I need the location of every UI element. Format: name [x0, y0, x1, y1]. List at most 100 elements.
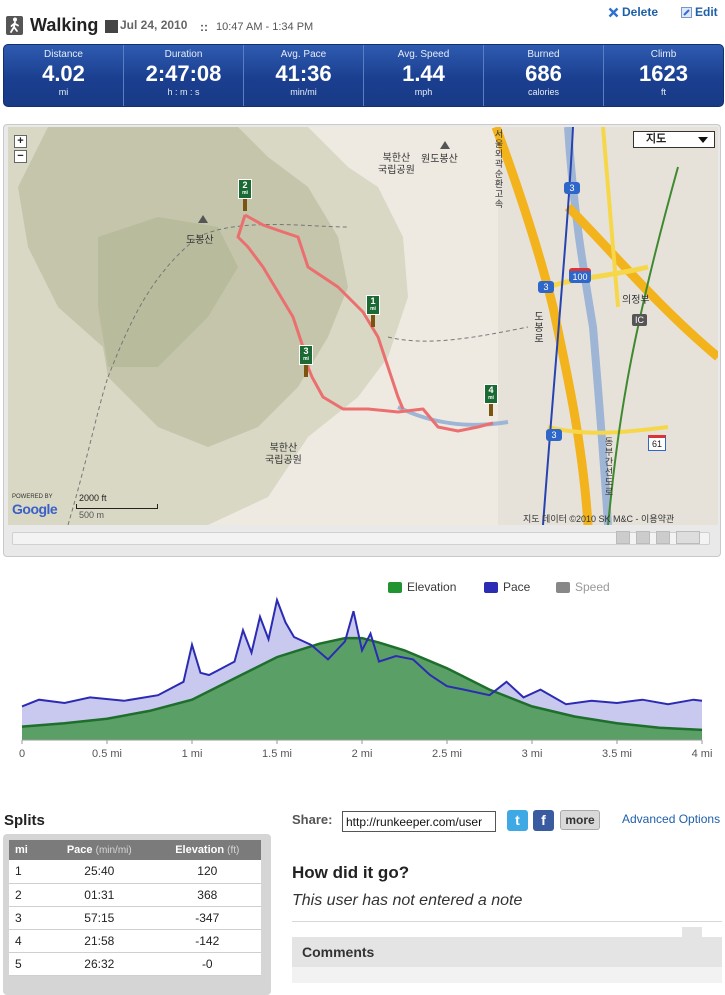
trail-dashed-2	[67, 376, 109, 525]
map-canvas	[8, 127, 718, 525]
walking-person-icon	[6, 16, 23, 35]
map-copyright: 지도 데이터 ©2010 SK M&C - 이용약관	[523, 514, 675, 524]
stat-value: 41:36	[275, 61, 332, 86]
map-zoom-in-button[interactable]: +	[14, 135, 27, 148]
splits-header-row: mi Pace (min/mi) Elevation (ft)	[9, 840, 261, 860]
legend-pace[interactable]: Pace	[484, 580, 530, 594]
stat-unit: ft	[660, 87, 666, 97]
mile-marker-3: 3 mi	[299, 345, 313, 365]
split-pace: 25:40	[45, 860, 154, 884]
mile-marker-unit: mi	[303, 356, 309, 362]
route-shield-61: 61	[648, 435, 666, 451]
col-elevation: Elevation (ft)	[153, 840, 261, 860]
delete-label: Delete	[622, 5, 659, 19]
split-mile: 5	[9, 952, 45, 976]
stat-value: 2:47:08	[145, 61, 222, 86]
stat-burned: Burned 686 calories	[484, 45, 604, 106]
railway-green	[607, 166, 679, 525]
legend-speed[interactable]: Speed	[556, 580, 610, 594]
note-title: How did it go?	[292, 863, 410, 882]
x-tick-label: 2 mi	[352, 748, 373, 760]
route-map[interactable]: + − 지도 북한산 국립공원 원도봉산 도봉산 북한산 국립공원 의정부 도봉…	[8, 127, 718, 525]
legend-label: Elevation	[407, 580, 457, 594]
split-mile: 1	[9, 860, 45, 884]
powered-by-label: POWERED BY	[12, 494, 53, 500]
map-control-button[interactable]	[656, 531, 670, 544]
mile-marker-unit: mi	[242, 190, 248, 196]
edit-button[interactable]: Edit	[681, 5, 718, 19]
twitter-icon[interactable]: t	[507, 810, 528, 831]
facebook-icon[interactable]: f	[533, 810, 554, 831]
river	[564, 127, 612, 525]
calendar-icon	[105, 20, 118, 33]
split-pace: 01:31	[45, 883, 154, 907]
scale-meters-label: 500 m	[79, 510, 105, 520]
map-label-expressway: 서울외곽순환고속	[494, 129, 504, 209]
x-tick-label: 4 mi	[692, 748, 713, 760]
road-yellow-2	[601, 127, 620, 308]
stat-label: Avg. Pace	[280, 49, 327, 60]
stat-unit: calories	[527, 87, 559, 97]
legend-swatch	[556, 581, 570, 593]
stat-distance: Distance 4.02 mi	[4, 45, 124, 106]
pace-line	[21, 596, 703, 708]
table-row: 1 25:40 120	[9, 860, 261, 884]
map-label-wondobong: 원도봉산	[421, 154, 458, 165]
split-mile: 3	[9, 906, 45, 930]
comments-area	[292, 967, 722, 983]
stat-unit: min/mi	[290, 87, 317, 97]
splits-panel: mi Pace (min/mi) Elevation (ft) 1 25:40 …	[3, 834, 271, 995]
activity-title: Walking	[30, 15, 99, 35]
expressway-2	[564, 203, 718, 361]
stat-duration: Duration 2:47:08 h : m : s	[124, 45, 244, 106]
delete-x-icon	[608, 7, 619, 18]
comments-toggle[interactable]	[682, 927, 702, 937]
map-label-uijeongbu: 의정부	[622, 295, 650, 306]
legend-elevation[interactable]: Elevation	[388, 580, 456, 594]
stat-avg-speed: Avg. Speed 1.44 mph	[364, 45, 484, 106]
map-type-label: 지도	[646, 133, 667, 145]
mile-marker-number: 1	[370, 296, 376, 306]
legend-label: Pace	[503, 580, 531, 594]
share-url-input[interactable]	[342, 811, 496, 832]
activity-header: Walking Jul 24, 2010 :: 10:47 AM - 1:34 …	[0, 0, 725, 44]
splits-table: mi Pace (min/mi) Elevation (ft) 1 25:40 …	[9, 840, 261, 976]
col-elev-label: Elevation	[175, 844, 225, 856]
mile-marker-number: 2	[242, 180, 248, 190]
peak-marker	[198, 215, 208, 223]
table-row: 5 26:32 -0	[9, 952, 261, 976]
map-control-button[interactable]	[616, 531, 630, 544]
split-elevation: -142	[153, 929, 261, 953]
map-control-button[interactable]	[636, 531, 650, 544]
delete-button[interactable]: Delete	[608, 5, 658, 19]
route-map-frame: + − 지도 북한산 국립공원 원도봉산 도봉산 북한산 국립공원 의정부 도봉…	[3, 124, 721, 557]
mile-marker-unit: mi	[488, 395, 494, 401]
activity-time-range: 10:47 AM - 1:34 PM	[216, 21, 314, 33]
map-label-highway: 동부간선도로	[604, 437, 614, 497]
route-shield-3: 3	[564, 182, 580, 194]
advanced-options-link[interactable]: Advanced Options	[622, 812, 721, 826]
elevation-pace-chart: 0 0.5 mi 1 mi 1.5 mi 2 mi 2.5 mi 3 mi 3.5 mi 4 m…	[19, 596, 713, 760]
map-horizontal-scrollbar[interactable]	[12, 532, 710, 545]
stat-label: Climb	[650, 49, 677, 60]
mile-marker-post	[371, 315, 375, 327]
mile-marker-post	[304, 365, 308, 377]
stat-unit: mi	[58, 87, 69, 97]
col-pace-unit: (min/mi)	[95, 845, 132, 856]
railway-blue	[542, 127, 574, 525]
trail-dashed	[107, 224, 349, 378]
mile-marker-4: 4 mi	[484, 384, 498, 404]
share-more-button[interactable]: more	[560, 810, 600, 830]
map-zoom-out-button[interactable]: −	[14, 150, 27, 163]
expressway	[491, 127, 593, 525]
map-type-dropdown[interactable]: 지도	[633, 131, 715, 148]
split-elevation: 368	[153, 883, 261, 907]
stat-label: Avg. Speed	[397, 49, 450, 60]
note-text: This user has not entered a note	[292, 892, 523, 909]
map-control-button[interactable]	[676, 531, 700, 544]
table-row: 2 01:31 368	[9, 883, 261, 907]
mile-marker-2: 2 mi	[238, 179, 252, 199]
route-path	[236, 213, 494, 433]
mile-marker-unit: mi	[370, 306, 376, 312]
road-yellow	[547, 264, 649, 290]
